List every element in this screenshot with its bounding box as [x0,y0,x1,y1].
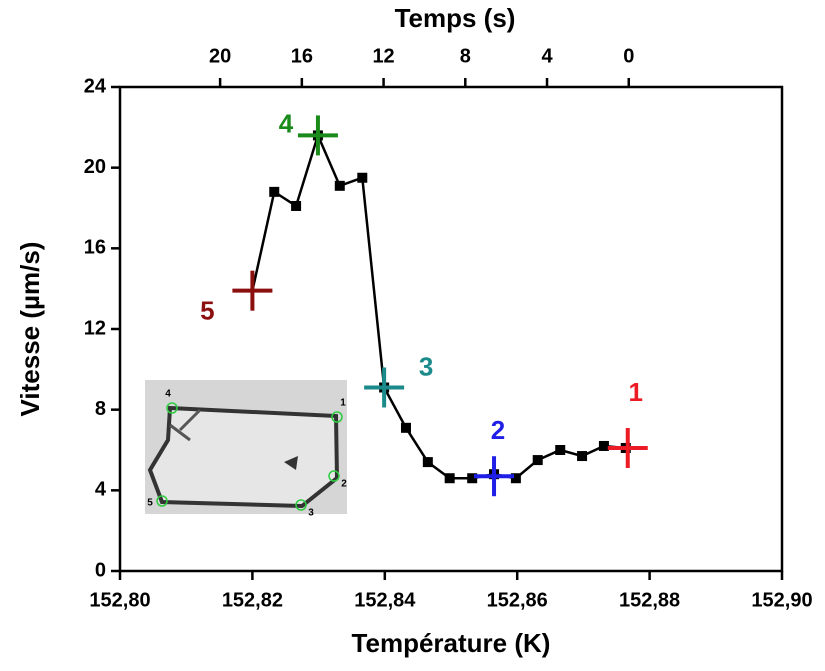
crystal-edge [169,408,202,442]
inset-circle [166,402,178,414]
point [467,473,478,484]
point [555,445,566,455]
inset-label: 5 [147,498,153,509]
x2-tick-label: 8 [460,45,471,67]
crystal [147,405,340,509]
x-axis-label: Température (K) [352,628,551,658]
crystal-defect [284,456,298,470]
y-tick-label: 0 [95,559,106,581]
marker-label: 2 [491,415,505,445]
point [577,451,588,462]
y-axis-label: Vitesse (µm/s) [15,242,45,417]
x2-tick-label: 0 [623,45,634,67]
inset-circle [328,470,340,482]
inset [145,380,347,514]
point [400,422,411,433]
marker-label: 1 [629,377,643,407]
x-tick-label: 152,86 [487,589,548,611]
x-tick-label: 152,82 [222,589,283,611]
inset-label: 1 [340,398,346,409]
point [334,180,345,191]
x2-axis-label: Temps (s) [395,3,516,33]
point [598,440,609,451]
inset-label: 2 [341,479,347,490]
inset-circle [295,499,307,511]
y-tick-label: 8 [95,398,106,420]
x2-tick-label: 4 [541,45,553,67]
x-tick-label: 152,90 [751,589,812,611]
x2-tick-label: 20 [209,45,231,67]
y-tick-label: 4 [95,479,107,501]
y-tick-label: 24 [84,75,107,97]
point [510,473,521,484]
point [444,473,455,484]
x-tick-label: 152,88 [619,589,680,611]
y-tick-label: 12 [84,317,106,339]
point [532,455,543,466]
point [291,200,302,211]
inset-circle [156,495,168,507]
x-tick-label: 152,84 [354,589,416,611]
y-tick-label: 16 [84,237,106,259]
point [422,457,433,468]
inset-circle [331,411,343,423]
marker-label: 5 [200,296,214,326]
point [357,172,368,183]
marker-label: 3 [419,351,433,381]
marker-label: 4 [279,108,294,138]
x2-tick-label: 16 [291,45,313,67]
inset-label: 4 [165,389,171,400]
y-tick-label: 20 [84,156,106,178]
x2-tick-label: 12 [372,45,394,67]
inset-label: 3 [308,508,314,519]
x-tick-label: 152,80 [89,589,150,611]
point [269,186,280,197]
